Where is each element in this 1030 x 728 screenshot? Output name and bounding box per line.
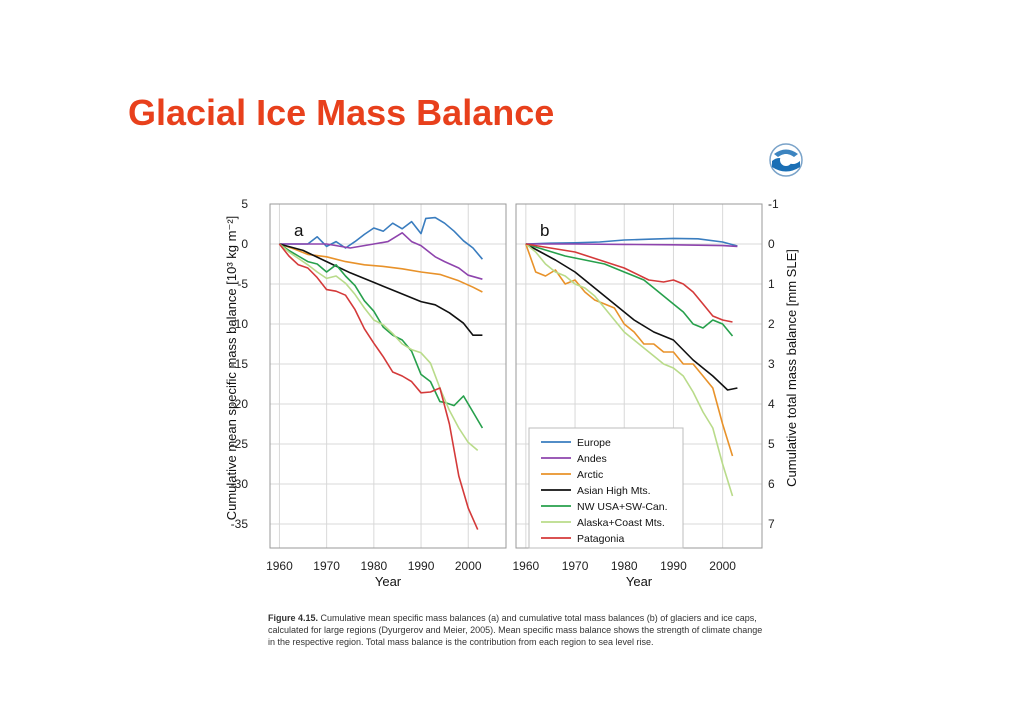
figure-caption: Figure 4.15. Cumulative mean specific ma… (268, 612, 768, 648)
series-line-alaska-coast-mts- (525, 243, 734, 497)
panel-label: b (540, 221, 549, 240)
legend-entry: Europe (577, 437, 611, 449)
series-line-alaska-coast-mts- (278, 243, 479, 452)
x-tick-label: 1990 (408, 559, 435, 573)
x-tick-label: 1980 (611, 559, 638, 573)
y-tick-label: 2 (768, 317, 775, 331)
y-axis-label: Cumulative mean specific mass balance [1… (224, 216, 239, 521)
series-line-asian-high-mts- (525, 243, 738, 391)
y-tick-label: 7 (768, 517, 775, 531)
x-tick-label: 1990 (660, 559, 687, 573)
y-tick-label: 0 (241, 237, 248, 251)
y-tick-label: 0 (768, 237, 775, 251)
y-tick-label: -1 (768, 197, 779, 211)
y-tick-label: -20 (231, 397, 249, 411)
x-tick-label: 2000 (709, 559, 736, 573)
y-tick-label: -10 (231, 317, 249, 331)
panel-b: 1960 1970 1980 1990 2000 -1 0 1 2 3 4 5 6 7 b Year Cumul… (512, 197, 799, 589)
caption-label: Figure 4.15. (268, 613, 319, 623)
series-line-patagonia (525, 243, 733, 323)
series-line-asian-high-mts- (279, 243, 483, 337)
x-tick-label: 1980 (360, 559, 387, 573)
x-tick-label: 2000 (455, 559, 482, 573)
series-line-nw-usa-sw-can- (278, 243, 484, 429)
caption-text: Cumulative mean specific mass balances (… (268, 613, 763, 647)
y-tick-label: 5 (768, 437, 775, 451)
noaa-logo-icon (769, 143, 803, 177)
x-axis-label: Year (626, 574, 653, 589)
y-tick-label: 1 (768, 277, 775, 291)
legend-entry: Arctic (577, 469, 603, 481)
series-line-andes (279, 232, 483, 280)
series-line-patagonia (278, 243, 479, 530)
y-tick-label: -35 (231, 517, 249, 531)
legend-entry: NW USA+SW-Can. (577, 501, 668, 513)
legend-entry: Patagonia (577, 533, 624, 545)
legend-box (528, 427, 684, 549)
x-tick-label: 1960 (266, 559, 293, 573)
y-tick-label: -30 (231, 477, 249, 491)
y-tick-label: -25 (231, 437, 249, 451)
y-tick-label: -15 (231, 357, 249, 371)
y-tick-label: -5 (237, 277, 248, 291)
y-axis-label: Cumulative total mass balance [mm SLE] (784, 249, 799, 487)
plot-frame (269, 203, 507, 549)
chart-legend: Europe Andes Arctic Asian High Mts. NW USA+S… (528, 427, 684, 549)
slide-title: Glacial Ice Mass Balance (128, 92, 555, 133)
y-tick-label: 6 (768, 477, 775, 491)
panel-a: 1960 1970 1980 1990 2000 5 0 -5 -10 -15 -20 -25 -30 -… (224, 197, 507, 589)
panel-label: a (294, 221, 304, 240)
x-tick-label: 1960 (512, 559, 539, 573)
series-line-andes (525, 243, 738, 248)
series-line-arctic (279, 243, 483, 293)
series-line-europe (525, 237, 738, 247)
legend-entry: Alaska+Coast Mts. (577, 517, 665, 529)
x-tick-label: 1970 (313, 559, 340, 573)
y-tick-label: 5 (241, 197, 248, 211)
series-line-europe (279, 216, 484, 260)
series-line-arctic (525, 243, 734, 457)
x-tick-label: 1970 (562, 559, 589, 573)
series-line-nw-usa-sw-can- (525, 243, 734, 337)
y-tick-label: 3 (768, 357, 775, 371)
y-tick-label: 4 (768, 397, 775, 411)
x-axis-label: Year (375, 574, 402, 589)
legend-entry: Asian High Mts. (577, 485, 651, 497)
legend-entry: Andes (577, 453, 607, 465)
